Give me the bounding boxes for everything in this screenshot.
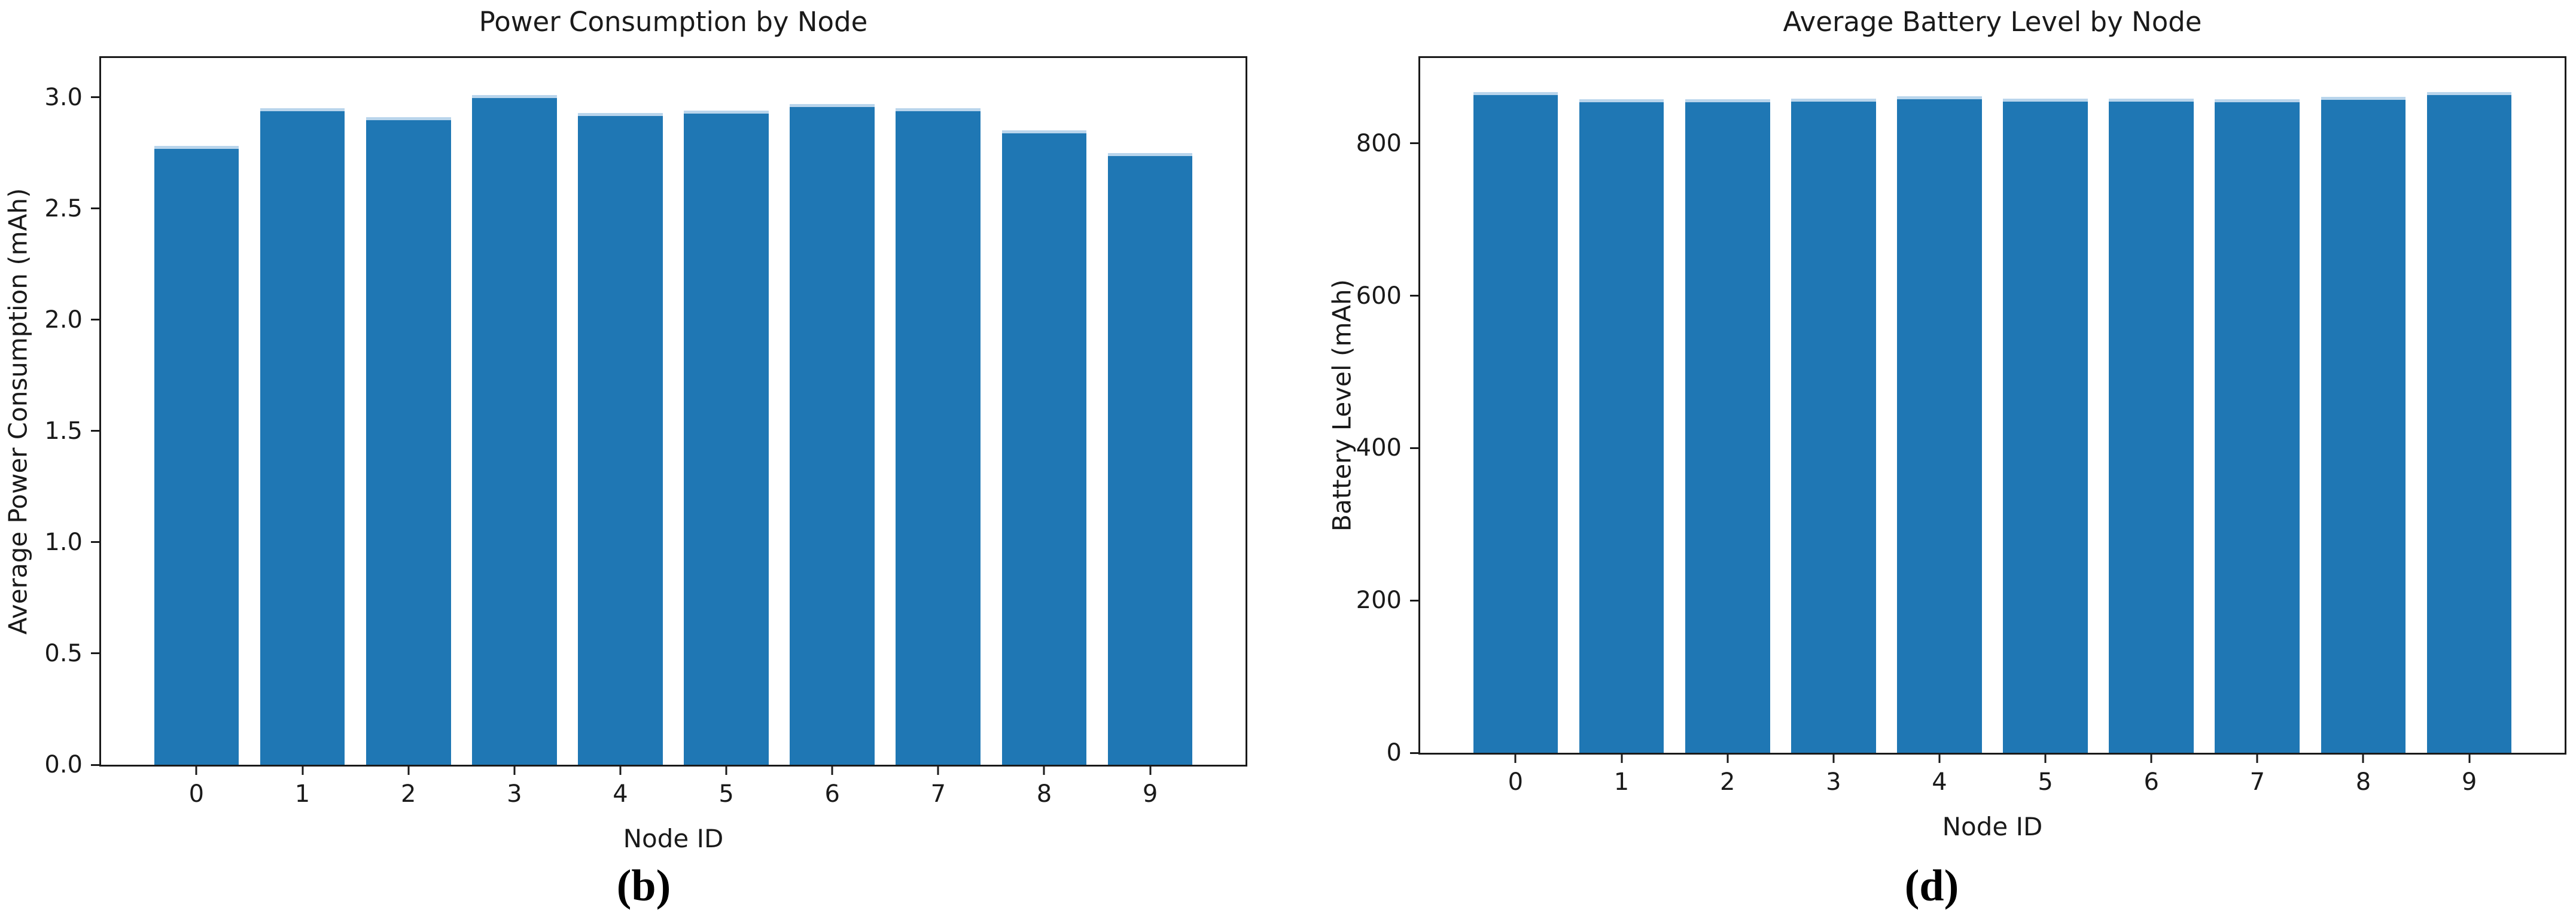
- x-tick-mark: [2468, 755, 2471, 763]
- bar-node-3: [1791, 98, 1876, 753]
- bar-node-1: [260, 108, 345, 765]
- y-tick-label: 0.5: [44, 639, 83, 667]
- x-tick-mark: [725, 767, 727, 775]
- y-tick-mark: [91, 207, 99, 210]
- x-tick-label: 9: [2461, 768, 2477, 796]
- y-tick-mark: [1410, 295, 1418, 297]
- x-tick-mark: [2362, 755, 2364, 763]
- bar-node-2: [1685, 99, 1770, 753]
- plot-area-power-consumption: 0.0 0.5 1.0 1.5 2.0 2.5 3.0 0 1 2 3 4 5 6 7 8 9: [44, 56, 1247, 808]
- x-tick-label: 9: [1142, 780, 1158, 808]
- bar-node-9: [1107, 152, 1193, 765]
- subfigure-caption-b: (b): [616, 861, 671, 911]
- subfigure-caption-d: (d): [1904, 861, 1959, 911]
- x-axis-label-node-id-right: Node ID: [1942, 812, 2043, 841]
- bar-node-3: [471, 94, 557, 765]
- y-tick-label: 2.0: [44, 306, 83, 334]
- y-tick-label: 200: [1356, 587, 1402, 615]
- x-axis-label-node-id-left: Node ID: [623, 824, 724, 853]
- bar-node-6: [2109, 98, 2194, 753]
- x-tick-label: 2: [1719, 768, 1735, 796]
- bar-node-8: [1001, 130, 1087, 765]
- y-tick-mark: [1410, 447, 1418, 449]
- x-tick-label: 8: [2355, 768, 2371, 796]
- y-tick-label: 2.5: [44, 194, 83, 222]
- x-tick-label: 4: [613, 780, 628, 808]
- bar-node-5: [2003, 98, 2088, 753]
- y-tick-label: 400: [1356, 434, 1402, 462]
- x-tick-mark: [513, 767, 516, 775]
- plot-area-battery-level: 0 200 400 600 800 0 1 2 3 4 5 6 7 8 9: [1356, 56, 2566, 796]
- y-tick-mark: [1410, 599, 1418, 602]
- chart-title-battery-level: Average Battery Level by Node: [1783, 6, 2202, 38]
- x-tick-label: 2: [400, 780, 416, 808]
- x-tick-label: 1: [294, 780, 310, 808]
- y-tick-mark: [91, 430, 99, 432]
- y-axis-label-battery-level: Battery Level (mAh): [1327, 279, 1357, 532]
- x-tick-mark: [1621, 755, 1623, 763]
- y-tick-label: 600: [1356, 282, 1402, 310]
- x-tick-mark: [1043, 767, 1045, 775]
- x-tick-mark: [1514, 755, 1517, 763]
- chart-title-power-consumption: Power Consumption by Node: [479, 6, 868, 38]
- x-tick-mark: [2256, 755, 2258, 763]
- x-tick-label: 5: [2038, 768, 2053, 796]
- x-tick-label: 4: [1932, 768, 1947, 796]
- x-tick-mark: [937, 767, 939, 775]
- x-tick-label: 7: [2249, 768, 2266, 796]
- bar-node-6: [790, 103, 875, 765]
- x-tick-label: 3: [507, 780, 522, 808]
- x-tick-label: 3: [1826, 768, 1841, 796]
- bar-node-4: [1897, 96, 1982, 753]
- bar-node-1: [1579, 99, 1664, 753]
- y-axis-label-power-consumption: Average Power Consumption (mAh): [3, 188, 33, 635]
- x-tick-mark: [831, 767, 833, 775]
- x-tick-label: 0: [1508, 768, 1524, 796]
- y-tick-mark: [91, 652, 99, 655]
- x-tick-label: 6: [2143, 768, 2159, 796]
- x-tick-label: 1: [1613, 768, 1630, 796]
- bar-node-7: [2215, 99, 2300, 753]
- x-tick-label: 5: [718, 780, 734, 808]
- bar-node-4: [578, 112, 663, 765]
- y-tick-label: 1.5: [44, 417, 83, 445]
- x-tick-mark: [1938, 755, 1941, 763]
- bar-node-9: [2426, 92, 2512, 753]
- bar-node-5: [684, 110, 769, 765]
- x-tick-mark: [1727, 755, 1729, 763]
- x-tick-label: 8: [1036, 780, 1052, 808]
- x-tick-label: 7: [930, 780, 946, 808]
- bar-node-2: [366, 117, 451, 765]
- bar-node-0: [1473, 92, 1558, 753]
- y-tick-label: 1.0: [44, 528, 83, 556]
- y-tick-label: 3.0: [44, 83, 83, 111]
- y-tick-label: 0: [1386, 739, 1402, 767]
- y-tick-mark: [91, 319, 99, 321]
- x-tick-mark: [302, 767, 304, 775]
- y-tick-label: 800: [1356, 129, 1402, 157]
- x-tick-mark: [407, 767, 410, 775]
- bar-node-0: [154, 146, 239, 765]
- x-tick-mark: [195, 767, 197, 775]
- y-tick-mark: [1410, 142, 1418, 145]
- x-tick-mark: [2150, 755, 2152, 763]
- x-tick-mark: [2044, 755, 2047, 763]
- y-tick-label: 0.0: [44, 751, 83, 778]
- y-tick-mark: [91, 96, 99, 98]
- bar-node-7: [896, 108, 981, 765]
- y-tick-mark: [91, 764, 99, 766]
- x-tick-mark: [1832, 755, 1835, 763]
- y-tick-mark: [1410, 752, 1418, 754]
- x-tick-label: 0: [188, 780, 205, 808]
- y-tick-mark: [91, 541, 99, 544]
- x-tick-mark: [619, 767, 622, 775]
- x-tick-mark: [1149, 767, 1152, 775]
- bar-node-8: [2321, 96, 2406, 753]
- x-tick-label: 6: [824, 780, 840, 808]
